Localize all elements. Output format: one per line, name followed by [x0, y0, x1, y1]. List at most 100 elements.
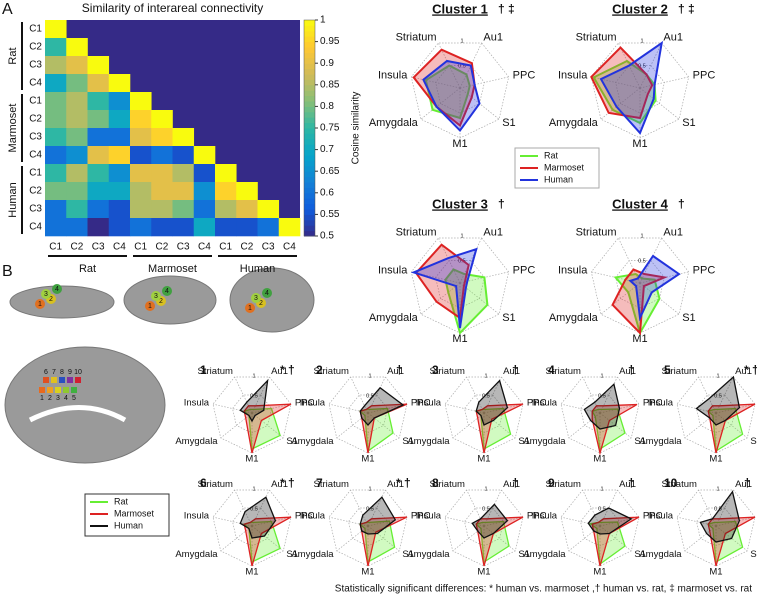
panel-title: 5 [664, 363, 671, 377]
heatmap-cell [87, 182, 110, 201]
axis-label: Au1 [483, 31, 503, 43]
heatmap-cell [236, 218, 258, 237]
radar-tick-label: 1 [600, 486, 603, 492]
axis-label: PPC [295, 510, 315, 521]
colorbar-segment [304, 138, 315, 145]
colorbar-tick-label: 0.5 [320, 231, 334, 242]
radar-area [475, 403, 524, 454]
significance: † [396, 363, 403, 377]
radar-tick-label: 1 [640, 38, 643, 44]
axis-label: PPC [295, 397, 315, 408]
col-label: C3 [262, 242, 275, 253]
radar-area [583, 382, 621, 430]
parcel-label: 2 [48, 395, 52, 402]
axis-label: M1 [245, 567, 258, 578]
colorbar-segment [304, 74, 315, 80]
radar-spoke [350, 489, 369, 527]
colorbar-tick-label: 0.8 [320, 101, 334, 112]
significance: † [628, 476, 635, 490]
panel-title: 9 [548, 476, 555, 490]
radar-spoke [411, 271, 461, 284]
radar-tick-label: 0.5 [250, 506, 258, 512]
radar-area [699, 490, 741, 543]
col-label: C1 [134, 242, 147, 253]
colorbar-tick-label: 0.65 [320, 166, 340, 177]
colorbar-segment [304, 47, 315, 53]
axis-label: PPC [411, 397, 431, 408]
radar-spoke [420, 87, 461, 120]
cluster-label: 4 [55, 286, 59, 293]
radar-area [707, 403, 756, 454]
legend: Rat Marmoset Human [514, 147, 600, 189]
radar-ring [410, 237, 510, 334]
col-label: C3 [92, 242, 105, 253]
parcel [47, 387, 53, 393]
colorbar-segment [304, 36, 315, 43]
axis-label: Insula [558, 264, 588, 276]
heatmap-cell [87, 146, 110, 165]
axis-label: PPC [527, 397, 547, 408]
radar-area [474, 520, 510, 564]
cluster-label: 3 [44, 291, 48, 298]
radar-area [359, 403, 408, 454]
heatmap-cell [108, 92, 131, 111]
cluster-label: 2 [49, 296, 53, 303]
heatmap-cell [130, 128, 152, 147]
colorbar-segment [304, 225, 315, 232]
radar-area [410, 247, 478, 329]
heatmap-cell [257, 218, 280, 237]
radar-tick-label: 1 [600, 373, 603, 379]
radar-spoke [599, 516, 640, 527]
radar-area [359, 496, 397, 535]
axis-label: Striatum [198, 479, 233, 490]
colorbar-segment [304, 198, 315, 205]
cluster-label: 4 [265, 290, 269, 297]
marmoset-brain [123, 275, 217, 325]
cluster-region [251, 293, 261, 303]
heatmap-cell [151, 218, 173, 237]
heatmap-cell [66, 74, 88, 93]
axis-label: Amygdala [407, 436, 450, 447]
colorbar-segment [304, 219, 315, 226]
radar-area [243, 516, 292, 567]
cluster-label: 1 [248, 305, 252, 312]
colorbar-tick-label: 0.6 [320, 187, 334, 198]
radar-area [706, 407, 744, 453]
axis-label: S1 [502, 312, 515, 324]
radar-spoke [715, 516, 756, 527]
axis-label: S1 [518, 436, 530, 447]
heatmap-cell [66, 182, 88, 201]
significance: † ‡ [498, 2, 515, 16]
significance: † [678, 197, 685, 211]
radar-ring [212, 376, 292, 454]
heatmap-cell [172, 182, 195, 201]
axis-label: Striatum [576, 226, 617, 238]
colorbar-segment [304, 171, 315, 178]
axis-label: PPC [693, 264, 716, 276]
cluster-region [41, 289, 51, 299]
panel-title: Cluster 1 [432, 1, 488, 16]
radar-area [239, 378, 269, 423]
colorbar-segment [304, 122, 315, 129]
axis-label: PPC [411, 510, 431, 521]
radar-ring [444, 489, 524, 567]
group-label: Rat [7, 47, 19, 64]
parcel-label: 4 [64, 395, 68, 402]
axis-label: Au1 [387, 366, 404, 377]
axis-label: Au1 [271, 366, 288, 377]
radar-tick-label: 0.5 [366, 506, 374, 512]
panel-title: 6 [200, 476, 207, 490]
radar-spoke [560, 516, 601, 527]
corpus-callosum [28, 405, 127, 423]
radar-ring [232, 394, 272, 434]
brain-images [4, 267, 315, 464]
axis-label: M1 [477, 567, 490, 578]
radar-spoke [617, 237, 641, 284]
heatmap-cell [172, 128, 195, 147]
heatmap-cell [45, 20, 67, 39]
colorbar-segment [304, 209, 315, 215]
axis-label: M1 [361, 567, 374, 578]
parcel [71, 387, 77, 393]
radar-tick-label: 0.5 [458, 63, 466, 69]
